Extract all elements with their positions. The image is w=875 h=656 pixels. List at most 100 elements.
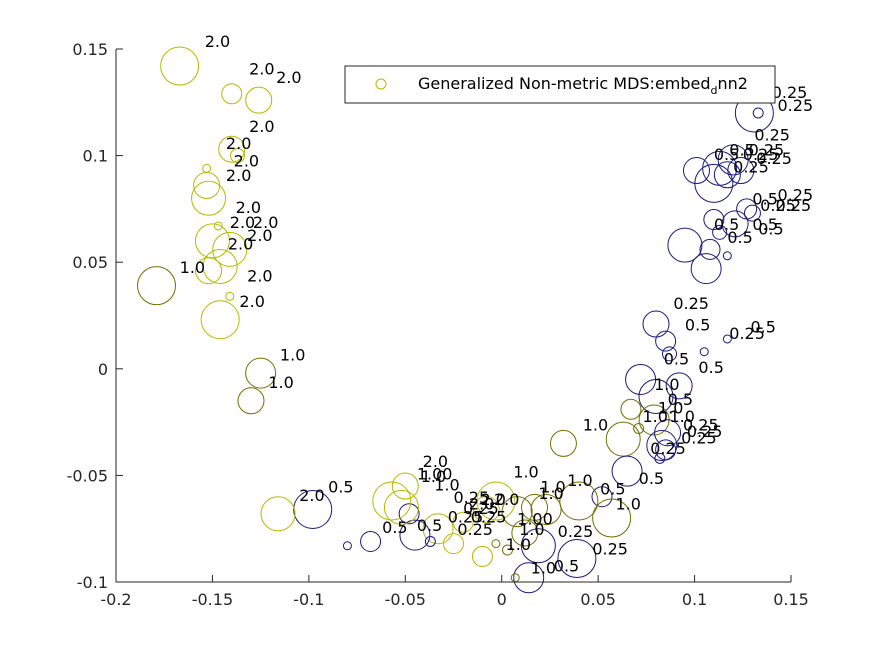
data-point <box>237 387 265 415</box>
data-point <box>620 398 642 420</box>
x-tick-label: -0.15 <box>192 590 233 609</box>
data-point <box>471 545 493 567</box>
point-label: 1.0 <box>567 471 592 490</box>
point-label: 0.25 <box>683 416 719 435</box>
point-label: 1.0 <box>583 416 608 435</box>
point-label: 2.0 <box>230 213 255 232</box>
point-label: 0.25 <box>772 83 808 102</box>
point-label: 0.25 <box>448 507 484 526</box>
point-label: 0.25 <box>778 96 814 115</box>
data-point <box>611 455 643 487</box>
y-tick-label: 0.1 <box>83 147 108 166</box>
data-point <box>245 86 273 114</box>
data-point <box>191 180 227 216</box>
x-tick-label: -0.1 <box>293 590 324 609</box>
point-label: 2.0 <box>299 486 324 505</box>
plot-area <box>116 49 791 582</box>
point-label: 0.5 <box>664 350 689 369</box>
point-label: 0.25 <box>457 520 493 539</box>
point-label: 2.0 <box>239 292 264 311</box>
y-tick-label: 0 <box>98 360 108 379</box>
point-label: 1.0 <box>654 375 679 394</box>
point-label: 0.25 <box>592 539 628 558</box>
data-point <box>530 494 562 526</box>
point-label: 0.5 <box>758 219 783 238</box>
data-point <box>501 496 533 528</box>
data-point <box>225 291 235 301</box>
point-label: 2.0 <box>205 32 230 51</box>
point-label: 0.5 <box>600 480 625 499</box>
point-label: 1.0 <box>268 373 293 392</box>
data-point <box>665 372 693 400</box>
point-label: 0.25 <box>650 439 686 458</box>
axes <box>115 49 791 583</box>
y-tick-label: 0.15 <box>72 40 108 59</box>
point-label: 2.0 <box>469 495 494 514</box>
data-point <box>137 266 176 306</box>
data-point <box>202 248 238 284</box>
data-point <box>683 157 710 185</box>
data-point <box>195 257 223 285</box>
point-label: 1.0 <box>434 475 459 494</box>
point-label-layer: 2.02.0 2.02.02.02.02.02.02.02.02.02.02.02… <box>180 32 813 578</box>
data-point <box>713 161 741 189</box>
point-label: 1.0 <box>658 399 683 418</box>
point-label: 1.0 <box>421 467 446 486</box>
point-label: 0.25 <box>776 196 812 215</box>
point-label: 2.0 <box>249 117 274 136</box>
data-point <box>699 238 721 260</box>
data-point <box>476 481 516 521</box>
data-point <box>722 334 732 344</box>
point-label: 0.5 <box>382 518 407 537</box>
point-label: 2.0 <box>228 234 253 253</box>
data-point <box>690 253 722 285</box>
data-point <box>399 519 431 551</box>
data-point <box>472 496 500 524</box>
point-label: 0.5 <box>751 318 776 337</box>
x-tick-label: 0.05 <box>580 590 616 609</box>
point-label: 1.0 <box>180 258 205 277</box>
point-label: 0.5 <box>328 477 353 496</box>
point-label: 2.0 <box>253 213 278 232</box>
data-point <box>752 107 764 119</box>
data-point <box>422 513 454 545</box>
data-point <box>703 209 725 231</box>
point-label: 1.0 <box>643 407 668 426</box>
data-point <box>712 224 728 240</box>
data-point <box>694 163 734 203</box>
data-point <box>452 511 474 533</box>
point-label: 1.0 <box>670 407 695 426</box>
point-label: 1.0 <box>513 463 538 482</box>
data-point <box>743 204 761 222</box>
data-point <box>655 439 677 461</box>
y-tick-label: 0.05 <box>72 253 108 272</box>
data-point <box>722 251 732 261</box>
point-label: 0.25 <box>471 507 507 526</box>
point-label: 0.5 <box>729 141 754 160</box>
point-label: 2.0 <box>226 166 251 185</box>
data-point <box>655 330 677 352</box>
data-point <box>372 481 412 521</box>
data-point <box>443 533 464 555</box>
point-label: 0.25 <box>756 149 792 168</box>
point-label: 2.0 <box>249 60 274 79</box>
data-point <box>557 539 597 579</box>
data-point <box>667 227 703 263</box>
data-point <box>549 429 577 457</box>
y-tick-label: -0.1 <box>77 573 108 592</box>
legend-box <box>344 65 776 104</box>
point-label: 1.0 <box>519 520 544 539</box>
point-label: 0.25 <box>454 488 490 507</box>
data-point <box>160 46 200 86</box>
data-point <box>342 541 352 551</box>
data-point <box>654 452 666 464</box>
point-label: 0.5 <box>714 215 739 234</box>
data-point <box>213 221 223 231</box>
point-label: 2.0 <box>234 151 259 170</box>
data-point <box>699 347 709 357</box>
bubble-layer <box>137 46 774 594</box>
point-label: 1.00 <box>517 509 553 528</box>
point-label: 0.25 <box>778 185 814 204</box>
data-point <box>646 430 678 462</box>
point-label: 2.0 <box>481 490 506 509</box>
